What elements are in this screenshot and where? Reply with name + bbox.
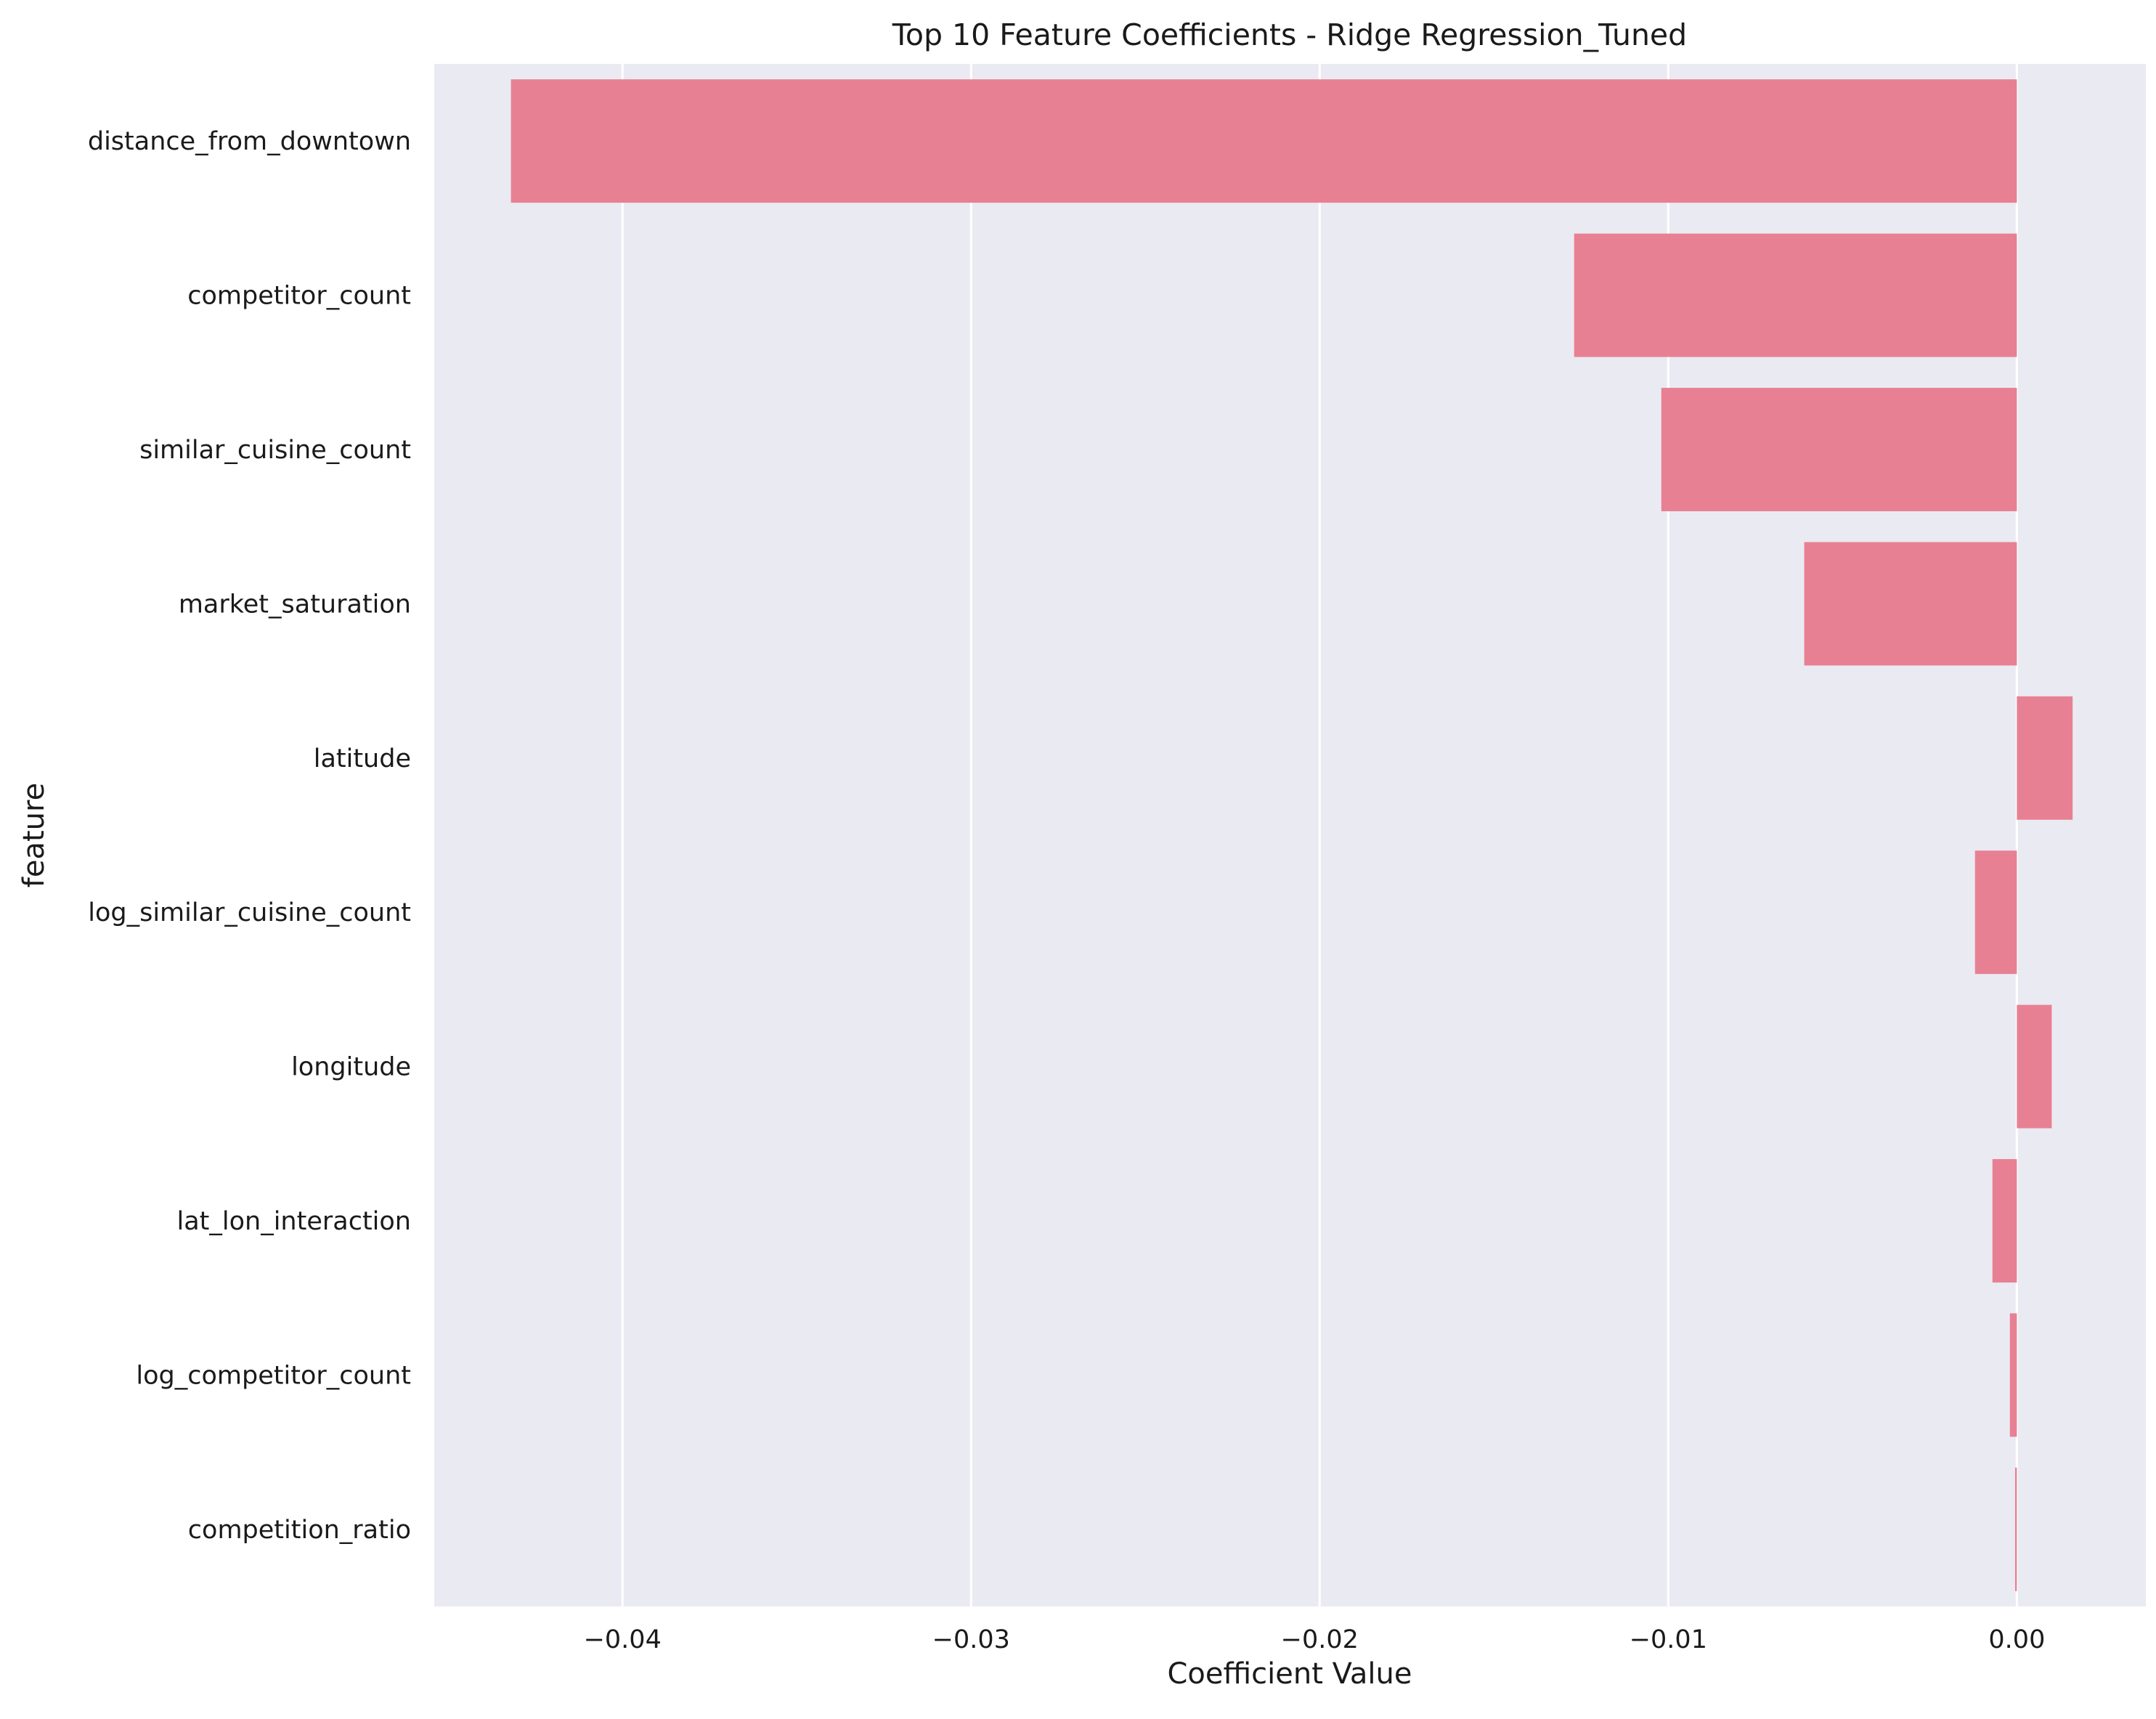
y-tick-label: distance_from_downtown xyxy=(88,127,411,156)
x-tick-label: 0.00 xyxy=(1988,1625,2045,1654)
y-tick-label: market_saturation xyxy=(179,590,411,619)
bar-lat-lon-interaction xyxy=(1992,1159,2017,1283)
y-tick-label: log_similar_cuisine_count xyxy=(88,898,411,927)
chart-title: Top 10 Feature Coefficients - Ridge Regr… xyxy=(892,17,1687,52)
y-tick-label: log_competitor_count xyxy=(136,1361,411,1390)
x-axis-label: Coefficient Value xyxy=(1168,1657,1412,1691)
bars xyxy=(510,79,2073,1591)
bar-distance-from-downtown xyxy=(510,79,2017,203)
bar-competition-ratio xyxy=(2014,1467,2017,1591)
bar-log-competitor-count xyxy=(2009,1313,2017,1437)
bar-log-similar-cuisine-count xyxy=(1974,850,2017,975)
x-tick-label: −0.02 xyxy=(1281,1625,1359,1654)
y-tick-label: latitude xyxy=(314,744,411,773)
y-tick-label: competitor_count xyxy=(187,282,411,311)
y-tick-label: longitude xyxy=(291,1053,411,1082)
y-tick-label: lat_lon_interaction xyxy=(176,1207,411,1236)
bar-market-saturation xyxy=(1804,542,2017,666)
y-tick-label: competition_ratio xyxy=(188,1516,411,1545)
bar-similar-cuisine-count xyxy=(1661,388,2017,511)
x-tick-label: −0.01 xyxy=(1630,1625,1707,1654)
x-tick-label: −0.03 xyxy=(932,1625,1010,1654)
x-tick-labels: −0.04 −0.03 −0.02 −0.01 0.00 xyxy=(584,1625,2046,1654)
y-tick-labels: distance_from_downtown competitor_countsi… xyxy=(88,127,411,1545)
bar-competitor-count xyxy=(1574,233,2017,357)
y-tick-label: similar_cuisine_count xyxy=(139,436,411,465)
y-axis-label: feature xyxy=(17,783,51,887)
bar-latitude xyxy=(2017,696,2073,820)
bar-longitude xyxy=(2017,1004,2052,1129)
x-tick-label: −0.04 xyxy=(584,1625,662,1654)
